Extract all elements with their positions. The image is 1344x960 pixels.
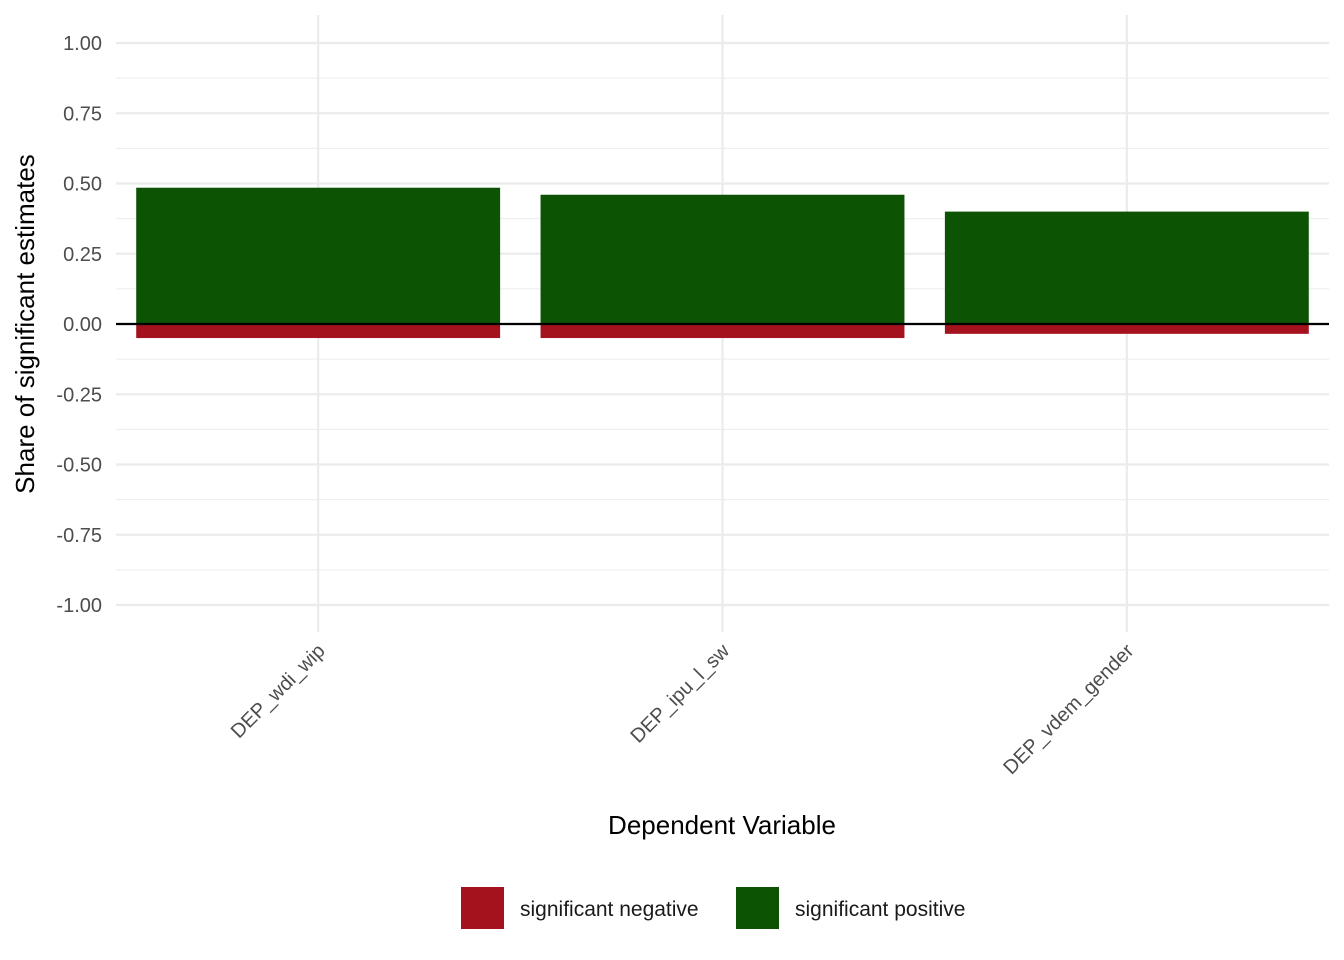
bars [136, 187, 1309, 339]
y-tick-label: -0.50 [56, 455, 102, 477]
y-tick-label: 0.25 [63, 244, 102, 266]
x-tick-label: DEP_vdem_gender [999, 640, 1138, 779]
x-tick-labels: DEP_wdi_wip DEP_ipu_l_sw DEP_vdem_gender [227, 640, 1139, 779]
x-tick-label: DEP_wdi_wip [227, 640, 330, 743]
y-tick-label: -0.25 [56, 384, 102, 406]
legend-label-significant-negative: significant negative [520, 898, 699, 921]
x-axis-title: Dependent Variable [608, 810, 836, 840]
bar-significant-positive-DEP_vdem_gender [944, 211, 1309, 324]
bar-significant-negative-DEP_wdi_wip [136, 324, 501, 339]
y-tick-label: 0.75 [63, 103, 102, 125]
y-axis-title: Share of significant estimates [10, 154, 40, 494]
bar-significant-positive-DEP_ipu_l_sw [540, 194, 905, 324]
y-tick-label: -1.00 [56, 595, 102, 617]
legend: significant negative significant positive [461, 887, 965, 929]
y-tick-label: -0.75 [56, 525, 102, 547]
y-tick-label: 1.00 [63, 33, 102, 55]
legend-key-significant-positive [736, 887, 779, 929]
y-tick-labels: 1.00 0.75 0.50 0.25 0.00 -0.25 -0.50 -0.75 -1.00 [56, 33, 102, 617]
y-tick-label: 0.50 [63, 174, 102, 196]
x-tick-label: DEP_ipu_l_sw [627, 640, 735, 748]
bar-significant-negative-DEP_ipu_l_sw [540, 324, 905, 339]
legend-key-significant-negative [461, 887, 504, 929]
bar-significant-negative-DEP_vdem_gender [944, 324, 1309, 334]
bar-significant-positive-DEP_wdi_wip [136, 187, 501, 324]
legend-label-significant-positive: significant positive [795, 898, 965, 921]
y-tick-label: 0.00 [63, 314, 102, 336]
